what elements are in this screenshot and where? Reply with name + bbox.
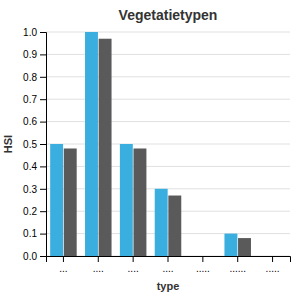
y-tick-label: 0.2 — [23, 206, 37, 217]
grid-line — [46, 211, 290, 212]
y-tick: 0.2 — [23, 206, 46, 217]
bar — [64, 148, 77, 256]
bar — [99, 39, 112, 256]
y-tick-label: 0.1 — [23, 228, 37, 239]
x-tick-label: ... — [59, 263, 67, 274]
grid-line — [46, 32, 290, 33]
chart: ...............................0.00.10.2… — [0, 0, 300, 300]
bar — [120, 144, 133, 256]
grid — [46, 32, 290, 256]
bar-series — [64, 39, 251, 256]
grid-line — [46, 144, 290, 145]
bar — [273, 256, 286, 257]
x-tick: ... — [59, 256, 67, 274]
y-tick-mark — [40, 122, 46, 123]
bar — [50, 144, 63, 256]
y-tick-label: 0.9 — [23, 49, 37, 60]
grid-line — [46, 121, 290, 122]
y-tick-mark — [40, 211, 46, 212]
x-axis-title: type — [157, 280, 180, 292]
bars — [50, 32, 251, 256]
y-tick-mark — [40, 166, 46, 167]
grid-line — [46, 166, 290, 167]
y-tick: 1.0 — [23, 27, 46, 38]
y-tick-label: 0.4 — [23, 161, 37, 172]
y-tick-label: 0.8 — [23, 72, 37, 83]
x-tick-label: .... — [128, 263, 139, 274]
y-tick: 0.3 — [23, 184, 46, 195]
bar — [224, 234, 237, 256]
grid-line — [46, 233, 290, 234]
bar — [259, 256, 272, 257]
x-tick-mark — [98, 256, 99, 262]
grid-line — [46, 54, 290, 55]
x-tick-mark — [133, 256, 134, 262]
y-tick-label: 0.5 — [23, 139, 37, 150]
y-tick-label: 0.7 — [23, 94, 37, 105]
grid-line — [46, 188, 290, 189]
y-tick-mark — [40, 99, 46, 100]
y-axis-title: HSI — [2, 135, 14, 153]
y-tick-label: 0.6 — [23, 116, 37, 127]
grid-line — [46, 99, 290, 100]
y-tick: 0.6 — [23, 116, 46, 127]
y-tick-label: 1.0 — [23, 27, 37, 38]
bar — [85, 32, 98, 256]
y-tick-mark — [40, 77, 46, 78]
x-tick-label: ..... — [266, 263, 280, 274]
y-axis-line — [40, 33, 47, 257]
x-tick: .... — [93, 256, 104, 274]
x-tick: ..... — [266, 256, 280, 274]
x-tick: ...... — [229, 256, 246, 274]
x-axis-line — [47, 257, 291, 263]
y-tick: 0.1 — [23, 228, 46, 239]
x-tick-mark — [202, 256, 203, 262]
x-tick: ..... — [196, 256, 210, 274]
y-tick-mark — [40, 144, 46, 145]
x-tick-label: .... — [93, 263, 104, 274]
y-tick: 0.8 — [23, 72, 46, 83]
x-tick-label: ..... — [196, 263, 210, 274]
plot: ...............................0.00.10.2… — [23, 27, 290, 274]
bar — [168, 196, 181, 256]
x-tick-mark — [237, 256, 238, 262]
bar — [133, 148, 146, 256]
y-tick-mark — [40, 32, 46, 33]
x-tick-label: ...... — [229, 263, 246, 274]
x-tick: .... — [162, 256, 173, 274]
y-tick: 0.7 — [23, 94, 46, 105]
title: Vegetatietypen — [119, 7, 218, 23]
y-tick-mark — [40, 189, 46, 190]
y-tick-label: 0.0 — [23, 251, 37, 262]
y-tick: 0.0 — [23, 251, 46, 262]
bar — [190, 256, 203, 257]
bar-series — [50, 32, 237, 256]
y-tick-label: 0.3 — [23, 184, 37, 195]
grid-line — [46, 76, 290, 77]
y-tick-mark — [40, 256, 46, 257]
x-tick-mark — [168, 256, 169, 262]
y-tick: 0.4 — [23, 161, 46, 172]
bar — [238, 238, 251, 256]
x-axis: ............................... — [47, 256, 291, 274]
y-axis: 0.0 0.1 0.2 0.3 0.4 0.5 0.6 0.7 0.8 0.9 1.0 — [23, 27, 46, 262]
y-tick-mark — [40, 234, 46, 235]
x-tick-label: .... — [162, 263, 173, 274]
x-tick-mark — [272, 256, 273, 262]
y-tick: 0.5 — [23, 139, 46, 150]
x-tick: .... — [128, 256, 139, 274]
bar — [155, 189, 168, 256]
y-tick: 0.9 — [23, 49, 46, 60]
y-tick-mark — [40, 54, 46, 55]
bar — [203, 256, 216, 257]
x-tick-mark — [63, 256, 64, 262]
